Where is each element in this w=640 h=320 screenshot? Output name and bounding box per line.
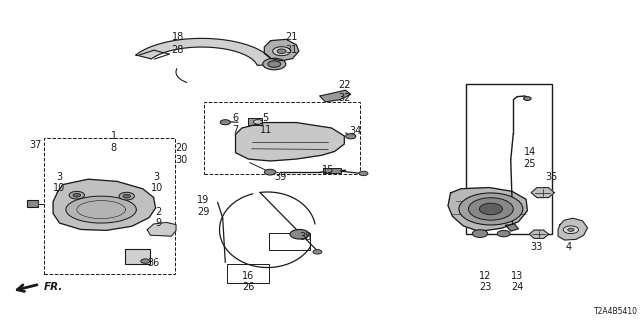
Circle shape — [290, 229, 309, 239]
Text: 12: 12 — [479, 271, 492, 281]
Text: 34: 34 — [349, 126, 362, 136]
Text: 28: 28 — [172, 44, 184, 55]
Text: 5: 5 — [262, 113, 269, 124]
Polygon shape — [236, 123, 344, 161]
Text: 22: 22 — [338, 80, 351, 90]
Circle shape — [69, 191, 84, 199]
Polygon shape — [147, 222, 176, 236]
Text: 14: 14 — [524, 147, 536, 157]
Text: FR.: FR. — [44, 282, 63, 292]
Bar — [27, 200, 38, 207]
Polygon shape — [506, 224, 518, 231]
Bar — [227, 264, 269, 283]
Bar — [248, 118, 262, 125]
Text: 32: 32 — [338, 92, 351, 103]
Bar — [44, 138, 175, 274]
Text: 23: 23 — [479, 282, 492, 292]
Circle shape — [563, 226, 579, 234]
Text: 7: 7 — [232, 124, 239, 135]
Text: 4: 4 — [565, 242, 572, 252]
Circle shape — [313, 250, 322, 254]
Text: 15: 15 — [321, 165, 334, 175]
Circle shape — [264, 169, 276, 175]
Circle shape — [268, 61, 281, 67]
Circle shape — [123, 194, 131, 198]
Polygon shape — [448, 188, 527, 230]
Text: 21: 21 — [285, 32, 298, 42]
Text: 8: 8 — [111, 143, 117, 153]
Text: 19: 19 — [197, 195, 210, 205]
Circle shape — [468, 198, 513, 220]
Text: 29: 29 — [197, 207, 210, 217]
Text: 37: 37 — [29, 140, 42, 150]
Circle shape — [141, 259, 150, 263]
Circle shape — [524, 97, 531, 100]
Text: 6: 6 — [232, 113, 239, 124]
Circle shape — [253, 120, 262, 124]
Text: 10: 10 — [150, 183, 163, 193]
Text: 39: 39 — [274, 172, 287, 182]
Polygon shape — [53, 179, 156, 230]
Text: 26: 26 — [242, 282, 255, 292]
Circle shape — [277, 49, 286, 53]
Text: 25: 25 — [524, 159, 536, 169]
Circle shape — [472, 230, 488, 237]
Text: 20: 20 — [175, 143, 188, 153]
Text: 36: 36 — [147, 258, 160, 268]
Text: 30: 30 — [175, 155, 188, 165]
Text: T2A4B5410: T2A4B5410 — [594, 308, 637, 316]
Text: 3: 3 — [56, 172, 62, 182]
Polygon shape — [136, 38, 275, 65]
Circle shape — [346, 134, 356, 139]
Circle shape — [273, 47, 291, 56]
Bar — [466, 84, 552, 234]
Polygon shape — [531, 188, 554, 198]
Polygon shape — [529, 230, 548, 238]
Text: 16: 16 — [242, 271, 255, 281]
Text: 10: 10 — [52, 183, 65, 193]
Text: 38: 38 — [300, 232, 312, 243]
Text: 13: 13 — [511, 271, 524, 281]
Circle shape — [119, 192, 134, 200]
Text: 3: 3 — [154, 172, 160, 182]
Bar — [125, 249, 150, 264]
Bar — [323, 168, 341, 173]
Polygon shape — [66, 196, 136, 223]
Text: 31: 31 — [285, 44, 298, 55]
Bar — [204, 102, 360, 174]
Text: 24: 24 — [511, 282, 524, 292]
Polygon shape — [264, 39, 299, 61]
Polygon shape — [320, 90, 351, 102]
Circle shape — [497, 230, 510, 237]
Circle shape — [73, 193, 81, 197]
Text: 35: 35 — [545, 172, 558, 182]
Circle shape — [220, 120, 230, 125]
Text: 1: 1 — [111, 131, 117, 141]
Text: 11: 11 — [259, 124, 272, 135]
Text: 9: 9 — [156, 218, 162, 228]
Circle shape — [263, 58, 286, 70]
Text: 33: 33 — [530, 242, 543, 252]
Text: 2: 2 — [156, 207, 162, 217]
Circle shape — [459, 193, 523, 225]
Polygon shape — [558, 218, 588, 240]
Bar — [269, 233, 310, 250]
Circle shape — [479, 203, 502, 215]
Circle shape — [568, 228, 574, 231]
Text: 18: 18 — [172, 32, 184, 42]
Circle shape — [359, 171, 368, 176]
